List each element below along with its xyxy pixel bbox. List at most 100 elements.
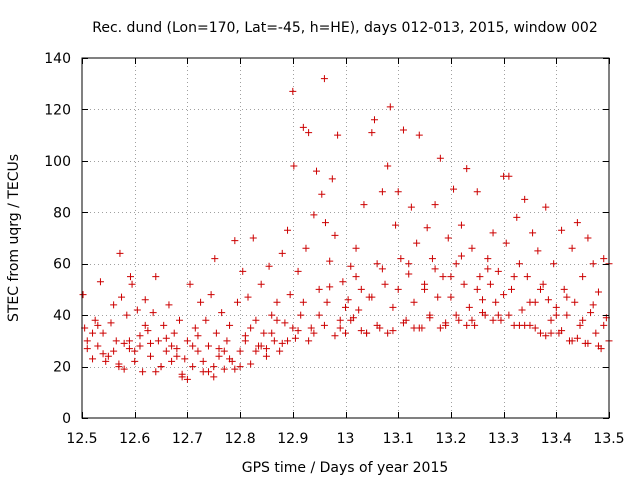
plot-frame [81,57,610,419]
x-tick-label: 12.8 [225,431,256,447]
data-point [147,339,155,347]
data-point [133,306,141,314]
data-point [313,167,321,175]
data-point [152,368,160,376]
data-point [413,239,421,247]
data-point [370,116,378,124]
data-point [386,103,394,111]
data-point [310,211,318,219]
data-point [268,329,276,337]
data-point [116,249,124,257]
x-tick-label: 12.9 [277,431,308,447]
data-point [331,231,339,239]
data-point [573,219,581,227]
data-point [534,247,542,255]
data-point [484,265,492,273]
data-point [394,285,402,293]
data-point [197,298,205,306]
data-point [207,291,215,299]
data-point [500,291,508,299]
data-point [189,342,197,350]
data-point [83,345,91,353]
y-tick-label: 80 [53,205,71,221]
data-point [231,365,239,373]
data-point [168,342,176,350]
data-point [539,280,547,288]
data-point [397,255,405,263]
data-point [473,285,481,293]
data-point [399,319,407,327]
data-point [452,260,460,268]
data-point [231,237,239,245]
x-tick-label: 13.5 [593,431,624,447]
data-point [452,311,460,319]
data-point [347,262,355,270]
data-point [489,316,497,324]
data-point [502,239,510,247]
data-point [399,126,407,134]
data-point [560,285,568,293]
x-tick-label: 12.7 [172,431,203,447]
y-tick-label: 120 [44,102,71,118]
data-point [542,203,550,211]
data-point [547,316,555,324]
data-point [436,154,444,162]
data-point [558,226,566,234]
data-point [290,162,298,170]
data-point [215,352,223,360]
data-point [284,226,292,234]
data-point [315,285,323,293]
data-point [175,316,183,324]
data-point [444,234,452,242]
data-point [268,311,276,319]
data-point [220,365,228,373]
data-point [331,332,339,340]
data-point [204,368,212,376]
data-point [544,296,552,304]
data-point [378,265,386,273]
data-point [344,296,352,304]
data-point [421,280,429,288]
data-point [89,355,97,363]
data-point [220,347,228,355]
data-point [168,357,176,365]
data-point [457,252,465,260]
y-tick-label: 20 [53,360,71,376]
data-point [94,321,102,329]
data-point [183,337,191,345]
data-point [476,273,484,281]
data-point [363,329,371,337]
data-point [278,249,286,257]
data-point [79,291,87,299]
data-point [423,224,431,232]
data-point [239,267,247,275]
data-point [373,260,381,268]
data-point [104,352,112,360]
y-tick-label: 40 [53,308,71,324]
x-tick-label: 12.6 [119,431,150,447]
data-point [592,329,600,337]
data-point [468,244,476,252]
y-tick-label: 60 [53,257,71,273]
data-point [465,303,473,311]
data-point [320,321,328,329]
data-point [183,375,191,383]
data-point [373,321,381,329]
data-point [384,329,392,337]
x-tick-labels: 12.5 12.6 12.7 12.8 12.9 13 13.1 13.2 13.3 13.4 13… [66,431,624,447]
data-point [310,329,318,337]
data-point [257,342,265,350]
data-point [162,334,170,342]
data-point [89,329,97,337]
data-point [334,131,342,139]
y-tick-label: 140 [44,51,71,67]
data-point [318,190,326,198]
grid-lines [82,58,609,418]
data-point [141,296,149,304]
data-point [276,347,284,355]
data-point [141,321,149,329]
data-point [368,129,376,137]
data-point [342,329,349,337]
data-point [352,273,360,281]
